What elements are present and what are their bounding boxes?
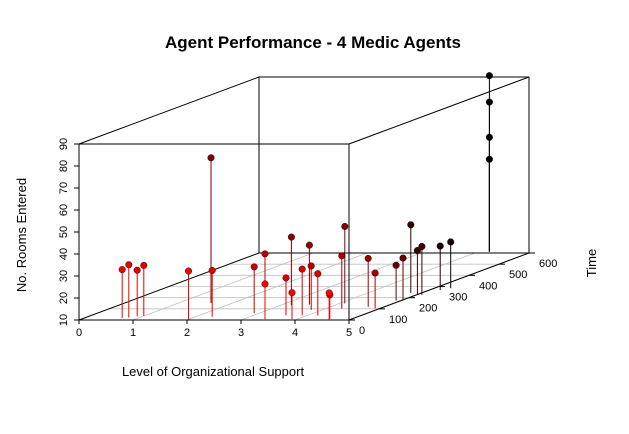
y-tick-label: 500 (509, 269, 527, 281)
data-point (133, 266, 141, 274)
plot-box-edge (78, 252, 260, 321)
plot-box-edge (348, 76, 530, 145)
x-tick-label: 0 (76, 327, 82, 339)
y-tick-label: 200 (419, 303, 437, 315)
data-point (407, 221, 415, 229)
z-tick-label: 70 (58, 182, 70, 194)
data-point (261, 280, 269, 288)
axis-ticks: 0 1 2 3 4 5 0100200300400500600102030405060708… (58, 138, 557, 339)
z-tick-label: 30 (58, 270, 70, 282)
z-tick-label: 50 (58, 226, 70, 238)
data-point (298, 265, 306, 273)
data-point (399, 254, 407, 262)
data-point (282, 274, 290, 282)
z-tick-label: 90 (58, 138, 70, 150)
z-tick-label: 20 (58, 292, 70, 304)
data-point (436, 242, 444, 250)
z-tick-label: 40 (58, 248, 70, 260)
x-tick-label: 3 (238, 327, 244, 339)
data-point (485, 98, 493, 106)
x-tick-label: 2 (184, 327, 190, 339)
data-point (413, 247, 421, 255)
data-point (305, 241, 313, 249)
floor-grid (78, 252, 530, 321)
data-point (288, 289, 296, 297)
data-point (341, 222, 349, 230)
data-point (325, 289, 333, 297)
x-tick-label: 1 (130, 327, 136, 339)
x-tick-label: 4 (292, 327, 298, 339)
data-point (261, 250, 269, 258)
data-points (118, 72, 493, 320)
data-point (364, 254, 372, 262)
data-point (371, 269, 379, 277)
data-point (125, 261, 133, 269)
z-tick-label: 10 (58, 314, 70, 326)
data-point (207, 154, 215, 162)
data-point (307, 262, 315, 270)
z-tick-label: 80 (58, 160, 70, 172)
data-point (485, 155, 493, 163)
y-axis-label: Time (584, 249, 599, 277)
data-point (287, 233, 295, 241)
chart-title: Agent Performance - 4 Medic Agents (165, 33, 461, 52)
data-point (485, 72, 493, 80)
plot-box (78, 76, 530, 321)
data-point (485, 133, 493, 141)
data-point (140, 261, 148, 269)
y-tick-label: 100 (389, 314, 407, 326)
data-point (338, 252, 346, 260)
data-point (314, 270, 322, 278)
y-tick-label: 0 (359, 325, 365, 337)
z-axis-label: No. Rooms Entered (14, 178, 29, 292)
data-point (118, 266, 126, 274)
plot-box-edge (78, 76, 260, 145)
data-point (208, 266, 216, 274)
x-axis-label: Level of Organizational Support (122, 364, 305, 379)
z-tick-label: 60 (58, 204, 70, 216)
x-tick-label: 5 (346, 327, 352, 339)
data-point (392, 261, 400, 269)
y-tick-label: 400 (479, 280, 497, 292)
y-tick-label: 300 (449, 292, 467, 304)
data-point (447, 238, 455, 246)
data-point (184, 267, 192, 275)
y-tick-label: 600 (539, 258, 557, 270)
data-point (418, 242, 426, 250)
data-point (250, 263, 258, 271)
